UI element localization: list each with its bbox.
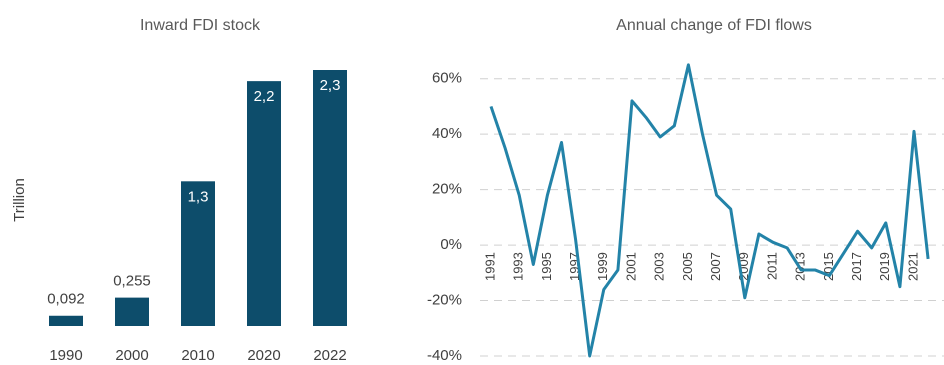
y-tick-label: 40%: [432, 125, 462, 142]
x-tick-label: 2001: [623, 252, 638, 281]
x-tick-label: 1990: [49, 347, 82, 364]
x-tick-label: 1993: [511, 252, 526, 281]
x-tick-label: 2010: [181, 347, 214, 364]
bar: [313, 70, 347, 326]
y-tick-label: -40%: [427, 347, 462, 364]
chart-title: Inward FDI stock: [140, 17, 261, 34]
x-tick-label: 2021: [905, 252, 920, 281]
x-tick-label: 2011: [764, 252, 779, 280]
x-tick-label: 2020: [247, 347, 280, 364]
y-axis-label: Trillion: [11, 178, 28, 222]
x-tick-label: 2022: [313, 347, 346, 364]
x-tick-label: 2000: [115, 347, 148, 364]
y-tick-label: 0%: [440, 236, 462, 253]
data-label: 0,092: [47, 291, 85, 308]
x-tick-label: 2005: [680, 252, 695, 281]
bar: [49, 315, 83, 326]
bar: [181, 181, 215, 326]
line: [489, 63, 930, 358]
data-label: 2,2: [254, 88, 275, 105]
data-label: 1,3: [188, 188, 209, 205]
data-label: 0,255: [113, 273, 151, 290]
x-tick-label: 2007: [708, 252, 723, 281]
x-tick-label: 1995: [539, 252, 554, 281]
x-tick-label: 2019: [877, 252, 892, 281]
bar: [115, 297, 149, 326]
x-tick-label: 2003: [652, 252, 667, 281]
y-tick-label: 60%: [432, 70, 462, 87]
x-tick-label: 1991: [482, 252, 497, 281]
data-label: 2,3: [320, 77, 341, 94]
bar: [247, 81, 281, 326]
y-tick-label: 20%: [432, 181, 462, 198]
y-tick-label: -20%: [427, 292, 462, 309]
chart-title: Annual change of FDI flows: [616, 17, 812, 34]
x-tick-label: 1999: [595, 252, 610, 281]
x-tick-label: 2017: [849, 252, 864, 281]
